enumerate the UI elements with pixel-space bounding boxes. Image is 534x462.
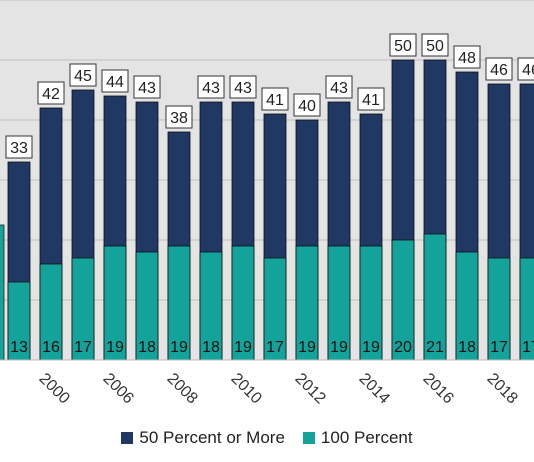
data-label-box — [101, 69, 129, 93]
legend-item-50-percent: 50 Percent or More — [121, 428, 285, 448]
bar-100-percent-partial — [0, 224, 5, 361]
series-100-percent — [0, 224, 534, 361]
data-label-50-percent: 40 — [298, 98, 316, 115]
data-label-box — [517, 57, 534, 81]
data-label-50-percent: 41 — [266, 92, 284, 109]
data-label-100-percent: 17 — [74, 339, 92, 356]
data-label-100-percent: 18 — [458, 339, 476, 356]
x-tick-label: 2018 — [484, 370, 521, 407]
data-label-50-percent: 43 — [234, 80, 252, 97]
data-label-box — [133, 75, 161, 99]
data-label-100-percent: 20 — [394, 339, 412, 356]
data-label-box — [229, 75, 257, 99]
x-tick-label: 2012 — [292, 370, 329, 407]
x-tick-label: 2008 — [164, 370, 201, 407]
data-label-50-percent: 38 — [170, 110, 188, 127]
data-label-box — [69, 63, 97, 87]
data-label-100-percent: 19 — [298, 339, 316, 356]
data-label-box — [165, 105, 193, 129]
data-label-box — [421, 33, 449, 57]
data-label-50-percent: 33 — [10, 140, 28, 157]
data-label-50-percent: 46 — [522, 62, 534, 79]
data-label-50-percent: 43 — [202, 80, 220, 97]
x-tick-labels: 2000 2006 2008 2010 2012 2014 2016 2018 — [36, 370, 521, 407]
data-label-100-percent: 19 — [362, 339, 380, 356]
data-label-100-percent: 21 — [426, 339, 444, 356]
x-tick-label: 2016 — [420, 370, 457, 407]
data-label-100-percent: 19 — [234, 339, 252, 356]
data-label-50-percent: 50 — [426, 38, 444, 55]
x-tick-label: 2000 — [36, 370, 73, 407]
data-label-50-percent: 42 — [42, 86, 60, 103]
data-label-100-percent: 19 — [170, 339, 188, 356]
data-label-100-percent: 16 — [42, 339, 60, 356]
data-label-100-percent: 19 — [106, 339, 124, 356]
legend-item-100-percent: 100 Percent — [302, 428, 413, 448]
data-label-box — [325, 75, 353, 99]
data-label-50-percent: 44 — [106, 74, 124, 91]
data-label-100-percent: 17 — [490, 339, 508, 356]
x-tick-label: 2010 — [228, 370, 265, 407]
x-tick-label: 2006 — [100, 370, 137, 407]
data-label-100-percent: 18 — [202, 339, 220, 356]
data-labels: 33 42 45 44 43 38 43 43 41 40 43 41 50 50 48 46 46 13 16 17… — [5, 33, 534, 356]
data-label-box — [357, 87, 385, 111]
data-label-box — [485, 57, 513, 81]
data-label-100-percent: 13 — [10, 339, 28, 356]
legend-swatch-100-percent — [302, 432, 315, 444]
data-label-100-percent: 17 — [522, 339, 534, 356]
data-label-100-percent: 19 — [330, 339, 348, 356]
x-tick-label: 2014 — [356, 370, 393, 407]
data-label-box — [453, 45, 481, 69]
data-label-50-percent: 45 — [74, 68, 92, 85]
data-label-box — [389, 33, 417, 57]
data-label-50-percent: 43 — [138, 80, 156, 97]
data-label-50-percent: 46 — [490, 62, 508, 79]
data-label-100-percent: 17 — [266, 339, 284, 356]
legend-label-50-percent: 50 Percent or More — [139, 428, 285, 447]
data-label-50-percent: 50 — [394, 38, 412, 55]
legend-label-100-percent: 100 Percent — [320, 428, 413, 447]
data-label-50-percent: 48 — [458, 50, 476, 67]
legend: 50 Percent or More 100 Percent — [0, 427, 534, 449]
data-label-box — [37, 81, 65, 105]
data-label-box — [293, 93, 321, 117]
data-label-50-percent: 43 — [330, 80, 348, 97]
data-label-50-percent: 41 — [362, 92, 380, 109]
data-label-box — [5, 135, 33, 159]
data-label-box — [197, 75, 225, 99]
legend-swatch-50-percent — [121, 432, 134, 444]
data-label-box — [261, 87, 289, 111]
data-label-100-percent: 18 — [138, 339, 156, 356]
